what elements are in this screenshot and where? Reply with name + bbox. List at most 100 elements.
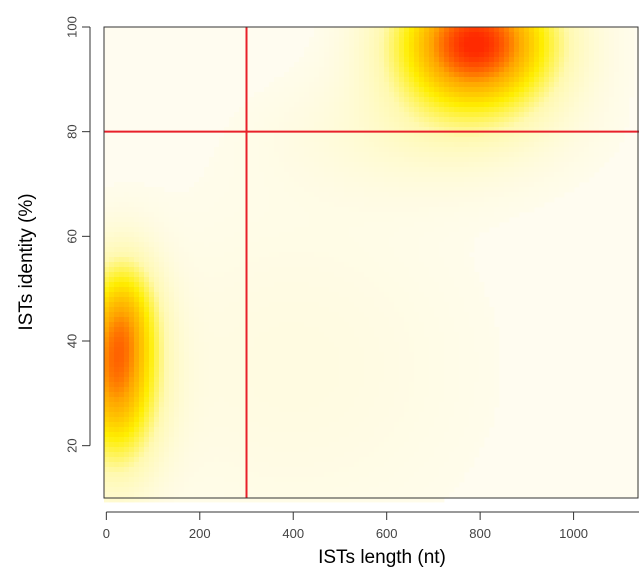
heatmap-cell bbox=[214, 227, 220, 233]
heatmap-cell bbox=[344, 477, 350, 483]
heatmap-cell bbox=[294, 422, 300, 428]
heatmap-cell bbox=[254, 467, 260, 473]
heatmap-cell bbox=[104, 347, 110, 353]
heatmap-cell bbox=[309, 107, 315, 113]
heatmap-cell bbox=[299, 117, 305, 123]
heatmap-cell bbox=[239, 462, 245, 468]
heatmap-cell bbox=[144, 237, 150, 243]
heatmap-cell bbox=[139, 202, 145, 208]
heatmap-cell bbox=[389, 47, 395, 53]
heatmap-cell bbox=[249, 462, 255, 468]
heatmap-cell bbox=[369, 342, 375, 348]
heatmap-cell bbox=[389, 52, 395, 58]
heatmap-cell bbox=[389, 252, 395, 258]
heatmap-cell bbox=[104, 372, 110, 378]
heatmap-cell bbox=[354, 472, 360, 478]
heatmap-cell bbox=[254, 282, 260, 288]
heatmap-cell bbox=[124, 202, 130, 208]
heatmap-cell bbox=[229, 327, 235, 333]
heatmap-cell bbox=[394, 132, 400, 138]
heatmap-cell bbox=[349, 52, 355, 58]
heatmap-cell bbox=[379, 222, 385, 228]
heatmap-cell bbox=[374, 62, 380, 68]
heatmap-cell bbox=[354, 52, 360, 58]
heatmap-cell bbox=[139, 457, 145, 463]
heatmap-cell bbox=[229, 337, 235, 343]
heatmap-cell bbox=[249, 377, 255, 383]
heatmap-cell bbox=[154, 247, 160, 253]
heatmap-cell bbox=[354, 277, 360, 283]
heatmap-cell bbox=[344, 467, 350, 473]
heatmap-cell bbox=[129, 262, 135, 268]
heatmap-cell bbox=[354, 147, 360, 153]
heatmap-cell bbox=[259, 132, 265, 138]
heatmap-cell bbox=[239, 247, 245, 253]
heatmap-cell bbox=[139, 227, 145, 233]
heatmap-cell bbox=[324, 132, 330, 138]
heatmap-cell bbox=[194, 407, 200, 413]
heatmap-cell bbox=[149, 372, 155, 378]
heatmap-cell bbox=[134, 477, 140, 483]
heatmap-cell bbox=[199, 382, 205, 388]
heatmap-cell bbox=[379, 142, 385, 148]
heatmap-cell bbox=[319, 157, 325, 163]
heatmap-cell bbox=[324, 297, 330, 303]
heatmap-cell bbox=[364, 407, 370, 413]
heatmap-cell bbox=[299, 247, 305, 253]
heatmap-cell bbox=[284, 167, 290, 173]
heatmap-cell bbox=[209, 407, 215, 413]
heatmap-cell bbox=[164, 442, 170, 448]
heatmap-cell bbox=[309, 347, 315, 353]
heatmap-cell bbox=[329, 32, 335, 38]
heatmap-cell bbox=[189, 467, 195, 473]
heatmap-cell bbox=[239, 492, 245, 498]
heatmap-cell bbox=[329, 307, 335, 313]
heatmap-cell bbox=[309, 487, 315, 493]
heatmap-cell bbox=[184, 427, 190, 433]
heatmap-cell bbox=[229, 172, 235, 178]
heatmap-cell bbox=[374, 192, 380, 198]
heatmap-cell bbox=[409, 482, 415, 488]
heatmap-cell bbox=[409, 242, 415, 248]
heatmap-cell bbox=[274, 117, 280, 123]
heatmap-cell bbox=[289, 277, 295, 283]
heatmap-cell bbox=[319, 492, 325, 498]
heatmap-cell bbox=[264, 202, 270, 208]
heatmap-cell bbox=[409, 27, 415, 33]
heatmap-cell bbox=[374, 82, 380, 88]
heatmap-cell bbox=[184, 472, 190, 478]
heatmap-cell bbox=[289, 267, 295, 273]
heatmap-cell bbox=[349, 477, 355, 483]
heatmap-cell bbox=[149, 337, 155, 343]
heatmap-cell bbox=[299, 307, 305, 313]
heatmap-cell bbox=[109, 187, 115, 193]
heatmap-cell bbox=[339, 267, 345, 273]
heatmap-cell bbox=[319, 52, 325, 58]
heatmap-cell bbox=[279, 162, 285, 168]
heatmap-cell bbox=[249, 237, 255, 243]
heatmap-cell bbox=[234, 387, 240, 393]
heatmap-cell bbox=[404, 472, 410, 478]
heatmap-cell bbox=[334, 272, 340, 278]
heatmap-cell bbox=[404, 462, 410, 468]
heatmap-cell bbox=[399, 362, 405, 368]
heatmap-cell bbox=[299, 112, 305, 118]
heatmap-cell bbox=[229, 292, 235, 298]
heatmap-cell bbox=[314, 112, 320, 118]
heatmap-cell bbox=[319, 197, 325, 203]
heatmap-cell bbox=[304, 52, 310, 58]
heatmap-cell bbox=[194, 477, 200, 483]
heatmap-cell bbox=[164, 392, 170, 398]
heatmap-cell bbox=[359, 432, 365, 438]
heatmap-cell bbox=[324, 82, 330, 88]
heatmap-cell bbox=[129, 387, 135, 393]
heatmap-cell bbox=[389, 87, 395, 93]
heatmap-cell bbox=[344, 257, 350, 263]
heatmap-cell bbox=[164, 482, 170, 488]
heatmap-cell bbox=[369, 67, 375, 73]
heatmap-cell bbox=[369, 447, 375, 453]
heatmap-cell bbox=[354, 182, 360, 188]
heatmap-cell bbox=[144, 427, 150, 433]
heatmap-cell bbox=[354, 482, 360, 488]
heatmap-cell bbox=[349, 132, 355, 138]
